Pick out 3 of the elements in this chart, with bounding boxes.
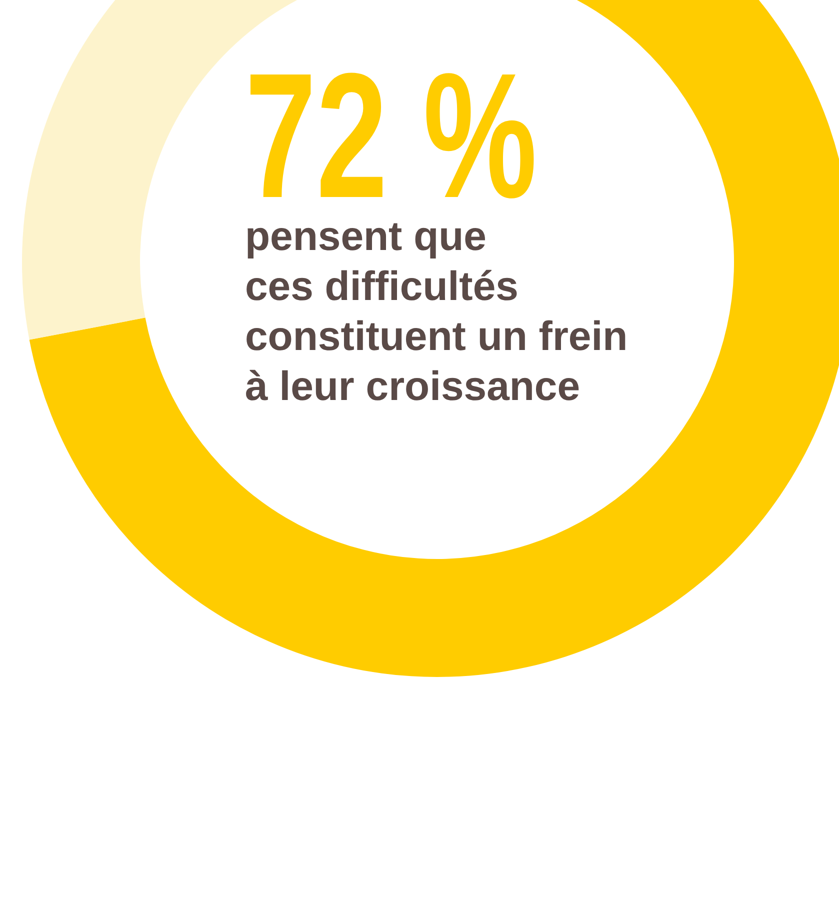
text: à leur croissance [245,363,580,409]
text: ces difficultés [245,263,518,309]
text: constituent un frein [245,313,628,359]
